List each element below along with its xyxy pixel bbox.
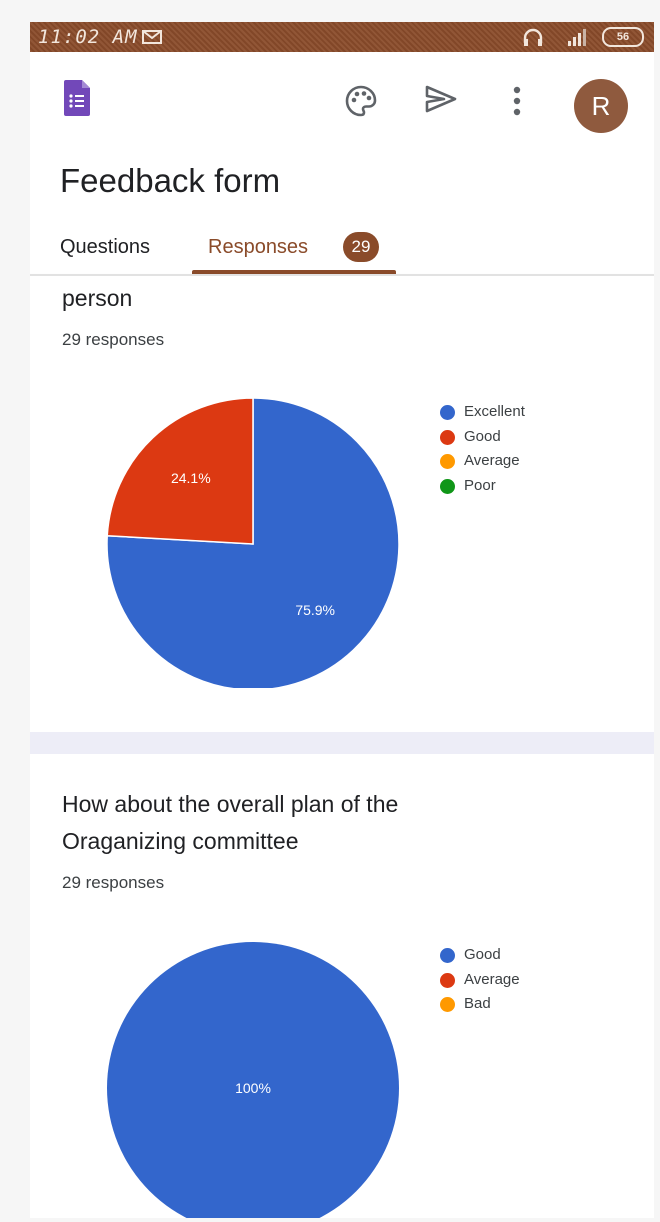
status-bar: 11:02 AM 56 — [30, 22, 654, 52]
palette-icon[interactable] — [344, 84, 378, 118]
battery-indicator: 56 — [602, 27, 644, 47]
legend-label: Excellent — [464, 403, 525, 420]
legend-label: Poor — [464, 476, 496, 494]
legend-item-average: Average — [440, 968, 520, 993]
response-card-1: person 29 responses 75.9% 24.1% Excellent… — [30, 276, 654, 732]
pie-slice-good[interactable] — [107, 942, 399, 1218]
legend-item-poor: Poor — [440, 474, 525, 499]
legend-swatch — [440, 429, 455, 445]
legend-item-good: Good — [440, 425, 525, 450]
form-tabs: Questions Responses 29 — [30, 222, 654, 276]
pie-chart: 75.9% 24.1% — [106, 398, 400, 688]
card-separator — [30, 732, 654, 754]
phone-screen: 11:02 AM 56 — [30, 22, 654, 1218]
legend-swatch — [440, 972, 455, 988]
question-title-line-1: How about the overall plan of the — [62, 791, 399, 817]
legend-item-bad: Bad — [440, 992, 520, 1017]
legend-label: Good — [464, 946, 501, 963]
legend-swatch — [440, 405, 455, 420]
legend-label: Bad — [464, 995, 491, 1012]
chart-legend: Excellent Good Average Poor — [440, 400, 525, 498]
signal-icon — [568, 29, 586, 46]
tab-responses[interactable]: Responses — [208, 236, 309, 258]
pie-chart: 100% — [107, 942, 399, 1218]
tab-questions[interactable]: Questions — [60, 236, 151, 258]
pie-slice-label: 24.1% — [171, 470, 211, 486]
legend-swatch — [440, 997, 455, 1012]
legend-swatch — [440, 454, 455, 469]
send-icon[interactable] — [424, 84, 458, 114]
responses-count: 29 responses — [62, 330, 165, 349]
status-time: 11:02 AM — [38, 26, 138, 48]
google-forms-icon[interactable] — [64, 80, 90, 116]
pie-slice-label: 75.9% — [295, 602, 335, 618]
pie-slice-good[interactable] — [106, 398, 254, 545]
question-title-line-2: Oraganizing committee — [62, 828, 299, 854]
active-tab-indicator — [192, 270, 396, 274]
response-card-2: How about the overall plan of the Oragan… — [30, 754, 654, 1218]
legend-item-good: Good — [440, 943, 520, 968]
responses-count: 29 responses — [62, 873, 165, 892]
legend-label: Average — [464, 452, 520, 469]
legend-label: Average — [464, 970, 520, 988]
tabs-divider — [30, 274, 654, 276]
pie-slice-label: 100% — [235, 1080, 271, 1096]
legend-label: Good — [464, 427, 501, 445]
headphones-icon — [523, 28, 543, 46]
chart-legend: Good Average Bad — [440, 943, 520, 1017]
legend-swatch — [440, 948, 455, 963]
legend-item-excellent: Excellent — [440, 400, 525, 425]
legend-swatch — [440, 478, 455, 494]
legend-item-average: Average — [440, 449, 525, 474]
question-title: person — [62, 285, 133, 311]
form-title: Feedback form — [60, 162, 281, 199]
more-options-icon[interactable] — [512, 86, 522, 116]
mail-notification-icon — [142, 30, 162, 44]
responses-count-badge: 29 — [343, 232, 379, 262]
account-avatar[interactable]: R — [574, 79, 628, 133]
